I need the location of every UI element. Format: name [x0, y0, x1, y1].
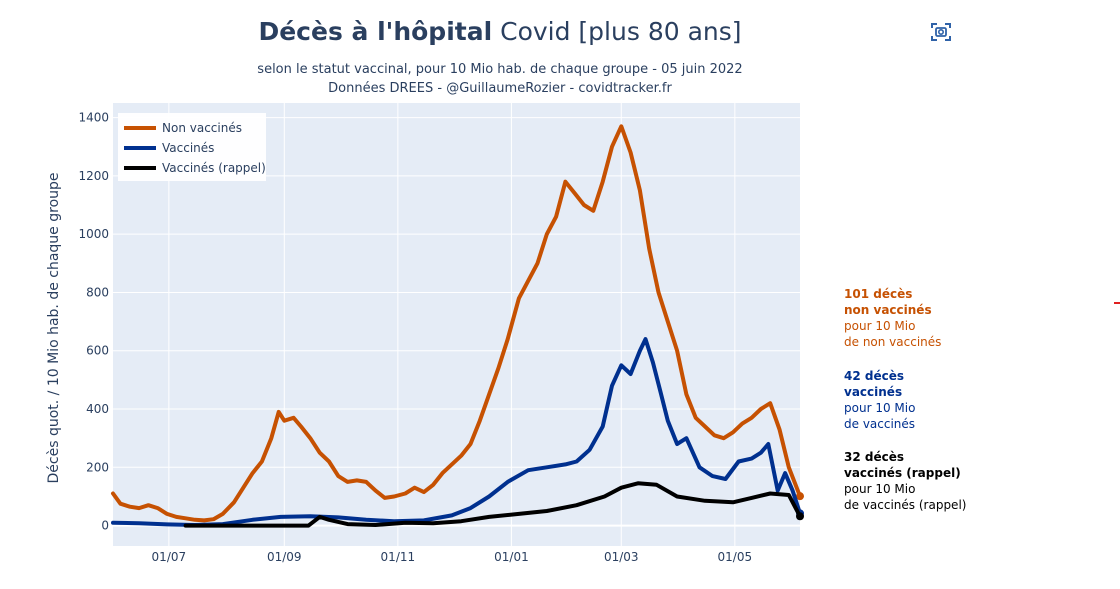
subtitle-line-1: selon le statut vaccinal, pour 10 Mio ha… — [257, 62, 743, 77]
annotation-vaccines-rappel: 32 décès vaccinés (rappel) pour 10 Mio d… — [844, 449, 1114, 513]
x-tick-label: 01/09 — [267, 550, 302, 564]
chart-title: Décès à l'hôpital Covid [plus 80 ans] — [0, 14, 1000, 50]
y-tick-label: 400 — [86, 402, 109, 416]
annotation-unit: pour 10 Mio — [844, 482, 916, 496]
annotation-count: 101 décès — [844, 287, 913, 301]
x-tick-label: 01/07 — [152, 550, 187, 564]
annotation-vaccines: 42 décès vaccinés pour 10 Mio de vacciné… — [844, 368, 1114, 432]
annotation-group: non vaccinés — [844, 303, 932, 317]
x-tick-label: 01/01 — [494, 550, 529, 564]
annotation-count: 42 décès — [844, 369, 904, 383]
subtitle-line-2: Données DREES - @GuillaumeRozier - covid… — [328, 81, 672, 96]
legend: Non vaccinés Vaccinés Vaccinés (rappel) — [118, 113, 266, 181]
legend-entry: Vaccinés (rappel) — [162, 161, 266, 175]
series-lines — [111, 124, 804, 528]
x-tick-labels: 01/07 01/09 01/11 01/01 01/03 01/05 — [152, 550, 753, 564]
camera-icon[interactable] — [929, 20, 953, 44]
y-tick-labels: 0 200 400 600 800 1000 1200 1400 — [78, 111, 109, 533]
series-line — [111, 337, 802, 527]
annotation-group: vaccinés — [844, 385, 903, 399]
legend-entry: Non vaccinés — [162, 121, 242, 135]
title-bold: Décès à l'hôpital — [258, 17, 493, 46]
series-line — [111, 124, 802, 523]
series-end-marker — [796, 512, 804, 521]
x-tick-label: 01/05 — [718, 550, 753, 564]
edge-marker — [1114, 302, 1120, 304]
y-tick-label: 600 — [86, 344, 109, 358]
annotation-unit: pour 10 Mio — [844, 401, 916, 415]
annotation-non-vaccines: 101 décès non vaccinés pour 10 Mio de no… — [844, 286, 1114, 350]
annotation-count: 32 décès — [844, 450, 904, 464]
title-rest: Covid [plus 80 ans] — [500, 17, 742, 46]
annotation-unit: pour 10 Mio — [844, 319, 916, 333]
y-tick-label: 1200 — [78, 169, 109, 183]
annotation-population: de vaccinés — [844, 417, 916, 431]
annotation-population: de non vaccinés — [844, 335, 942, 349]
y-tick-label: 200 — [86, 460, 109, 474]
legend-entry: Vaccinés — [162, 141, 214, 155]
y-tick-label: 1000 — [78, 227, 109, 241]
y-tick-label: 1400 — [78, 111, 109, 125]
title-block: Décès à l'hôpital Covid [plus 80 ans] se… — [0, 14, 1000, 98]
x-tick-label: 01/03 — [604, 550, 639, 564]
x-tick-label: 01/11 — [381, 550, 416, 564]
y-tick-label: 800 — [86, 285, 109, 299]
annotation-group: vaccinés (rappel) — [844, 466, 961, 480]
y-axis-label: Décès quot. / 10 Mio hab. de chaque grou… — [46, 172, 62, 483]
series-line — [183, 481, 802, 528]
chart-subtitle: selon le statut vaccinal, pour 10 Mio ha… — [0, 60, 1000, 98]
series-end-marker — [796, 492, 804, 501]
annotation-population: de vaccinés (rappel) — [844, 498, 967, 512]
y-tick-label: 0 — [101, 519, 109, 533]
